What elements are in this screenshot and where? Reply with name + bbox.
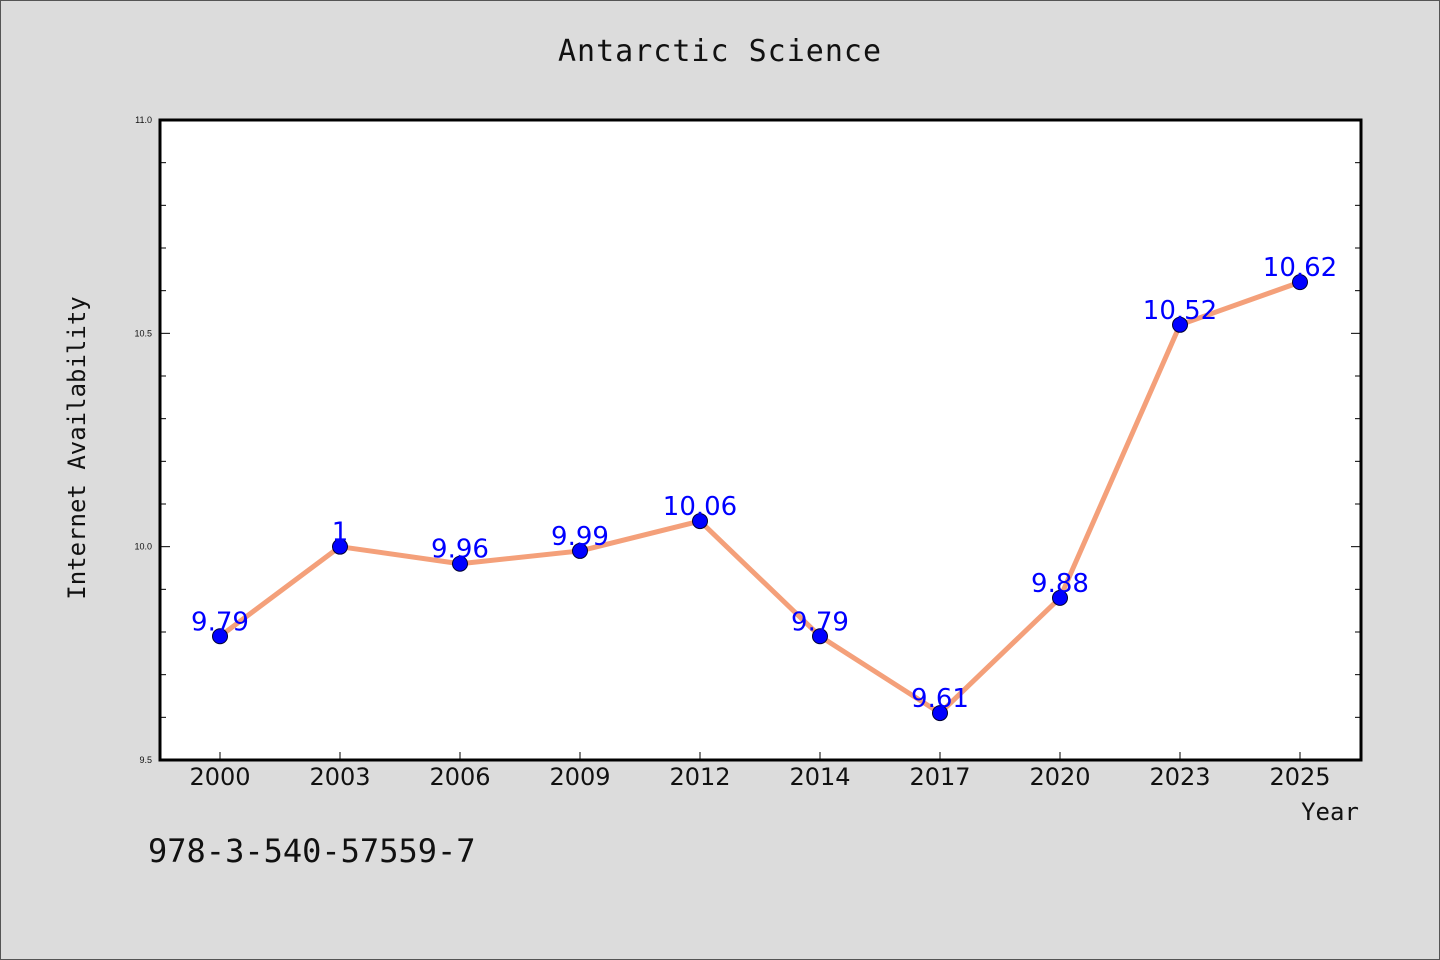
data-label: 9.79 [791,607,849,637]
x-tick-label: 2014 [789,763,850,791]
x-tick-label: 2000 [189,763,250,791]
y-axis: 9.5 10.0 10.5 11.0 [134,115,1361,765]
series-line [218,279,1301,716]
x-tick-label: 2025 [1269,763,1330,791]
series-layer: 9.79 1 9.96 9.99 10.06 9.79 9.61 9.88 10.52 10.62 [191,253,1337,722]
data-point [932,705,948,722]
x-tick-label: 2020 [1029,763,1090,791]
y-tick-label: 10.5 [134,328,152,338]
data-point [812,628,828,645]
y-tick-label: 11.0 [135,115,152,125]
data-label: 10.62 [1263,253,1337,283]
data-point [1292,274,1308,291]
chart-title: Antarctic Science [557,34,883,69]
plot-area [158,118,1363,762]
data-point [1172,316,1188,333]
y-tick-label: 9.5 [139,755,152,765]
x-tick-label: 2006 [429,763,490,791]
data-point [1052,589,1068,606]
y-tick-label: 10.0 [134,542,152,552]
identifier-code: 978-3-540-57559-7 [148,832,476,870]
x-tick-label: 2009 [549,763,610,791]
data-label: 9.99 [551,522,609,552]
data-point [572,542,588,559]
x-tick-label: 2003 [309,763,370,791]
data-label: 9.61 [911,684,969,714]
x-axis: 2000 2003 2006 2009 2012 2014 2017 2020 2023 2025 [189,752,1331,791]
data-point [452,555,468,572]
x-tick-label: 2017 [909,763,970,791]
data-label: 10.06 [663,492,737,522]
x-tick-label: 2012 [669,763,730,791]
data-label: 9.79 [191,607,249,637]
y-axis-title: Internet Availability [63,296,91,599]
data-label: 10.52 [1143,296,1217,326]
data-point [692,513,708,530]
x-axis-title: Year [1301,798,1359,826]
data-label: 1 [332,518,349,548]
data-point [212,628,228,645]
x-tick-label: 2023 [1149,763,1210,791]
data-label: 9.88 [1031,569,1089,599]
data-point [332,538,348,555]
data-label: 9.96 [431,535,489,565]
